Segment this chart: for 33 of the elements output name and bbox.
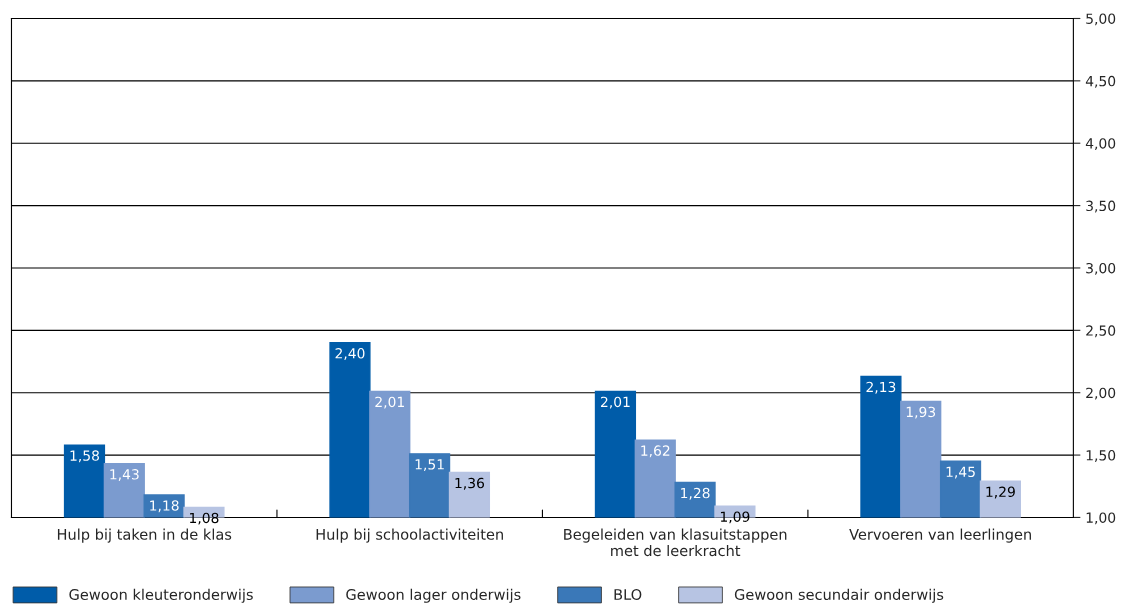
y-tick-label: 1,50 [1086,450,1116,462]
x-tick-label: Hulp bij taken in de klas [57,528,232,543]
data-label: 1,51 [415,459,444,471]
data-label: 1,45 [946,466,975,479]
data-label: 2,01 [600,396,630,409]
y-tick-label: 2,00 [1086,387,1116,400]
legend-label: Gewoon kleuteronderwijs [69,588,253,603]
y-tick-label: 1,00 [1086,512,1116,525]
x-tick-label: Hulp bij schoolactiviteiten [316,528,503,543]
data-label: 1,93 [906,406,936,419]
x-tick-label: Vervoeren van leerlingen [849,528,1031,543]
y-tick-label: 2,50 [1086,325,1116,338]
x-tick-label: Begeleiden van klasuitstappen met de leerkracht [564,528,787,557]
y-tick-label: 3,50 [1086,200,1116,213]
data-label: 1,09 [720,511,750,524]
y-tick-label: 3,00 [1086,262,1116,275]
data-label: 1,18 [150,500,179,513]
data-label: 1,36 [455,477,485,490]
data-label: 2,40 [335,348,365,360]
data-label: 1,28 [681,487,710,500]
data-label: 1,43 [110,469,139,481]
data-label: 1,08 [190,512,219,525]
data-label: 2,13 [866,381,896,394]
data-label: 1,62 [641,445,670,458]
y-tick-label: 4,50 [1085,75,1116,88]
data-label: 2,01 [375,396,404,409]
y-tick-label: 4,00 [1085,138,1116,151]
y-tick-label: 5,00 [1086,13,1116,26]
legend-label: Gewoon secundair onderwijs [734,588,944,603]
data-label: 1,58 [70,450,99,463]
legend-label: Gewoon lager onderwijs [346,588,521,603]
data-label: 1,29 [986,486,1015,499]
legend-label: BLO [614,588,642,601]
